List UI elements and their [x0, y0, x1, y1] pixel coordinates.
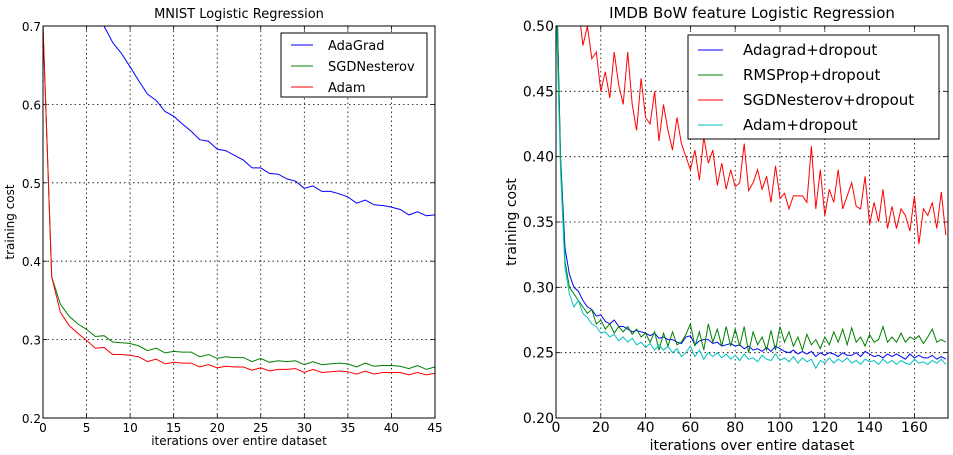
- x-tick-label: 120: [811, 420, 838, 436]
- legend-label: Adagrad+dropout: [743, 41, 877, 59]
- series-line-adagrad: [103, 26, 435, 217]
- legend-box: [280, 32, 428, 98]
- legend-box: [687, 34, 940, 140]
- x-tick-label: 35: [340, 421, 355, 435]
- y-tick-label: 0.25: [523, 346, 554, 362]
- x-tick-label: 20: [592, 420, 610, 436]
- legend: AdaGrad SGDNesterov Adam: [280, 32, 428, 98]
- legend-label: RMSProp+dropout: [743, 66, 881, 84]
- x-tick-label: 0: [39, 421, 47, 435]
- chart-2: 0 20 40 60 80 100 120 140 160 0.20 0.25 0.30 0.35 0.4…: [504, 4, 949, 454]
- legend-label: SGDNesterov+dropout: [743, 91, 914, 109]
- x-tick-label: 40: [637, 420, 655, 436]
- y-tick-label: 0.6: [22, 98, 41, 112]
- x-tick-label: 20: [210, 421, 225, 435]
- legend-label: SGDNesterov: [328, 60, 415, 75]
- plot-frame: [42, 25, 436, 419]
- chart-title: MNIST Logistic Regression: [154, 7, 324, 22]
- x-tick-label: 5: [83, 421, 91, 435]
- series-line-sgdnesterov: [43, 26, 435, 370]
- x-tick-label: 160: [901, 420, 928, 436]
- series-line-adam: [43, 26, 435, 376]
- y-tick-label: 0.7: [22, 20, 41, 34]
- x-tick-label: 15: [166, 421, 181, 435]
- y-tick-label: 0.45: [523, 84, 554, 100]
- series-line-rmsprop-dropout: [556, 26, 947, 353]
- series-line-sgdnesterov-dropout: [580, 26, 947, 245]
- legend-label: Adam+dropout: [743, 116, 858, 134]
- legend-label: AdaGrad: [328, 39, 385, 54]
- legend: Adagrad+dropout RMSProp+dropout SGDNestero…: [687, 34, 940, 140]
- x-tick-label: 100: [767, 420, 794, 436]
- y-tick-label: 0.20: [523, 411, 554, 427]
- x-tick-label: 10: [122, 421, 137, 435]
- x-axis-label: iterations over entire dataset: [151, 434, 327, 448]
- plot-frame: [555, 25, 949, 419]
- y-tick-label: 0.5: [22, 177, 41, 191]
- x-tick-label: 30: [297, 421, 312, 435]
- x-tick-label: 80: [726, 420, 744, 436]
- x-tick-label: 40: [384, 421, 399, 435]
- x-tick-label: 45: [427, 421, 442, 435]
- series-line-adagrad-dropout: [556, 26, 947, 360]
- y-tick-label: 0.30: [523, 280, 554, 296]
- y-axis-label: training cost: [3, 184, 17, 259]
- y-tick-label: 0.35: [523, 215, 554, 231]
- y-tick-label: 0.50: [523, 19, 554, 35]
- x-axis-label: iterations over entire dataset: [650, 438, 855, 454]
- chart-title: IMDB BoW feature Logistic Regression: [609, 4, 895, 22]
- y-axis-label: training cost: [504, 178, 520, 266]
- series-line-adam-dropout: [556, 26, 947, 370]
- x-tick-label: 25: [253, 421, 268, 435]
- chart-1: 0 5 10 15 20 25 30 35 40 45 0.2 0.3 0.4 0.5 0.6 0.7 MNIS…: [3, 7, 443, 448]
- y-tick-label: 0.4: [22, 255, 41, 269]
- x-tick-label: 0: [552, 420, 561, 436]
- y-tick-label: 0.2: [22, 412, 41, 426]
- legend-label: Adam: [328, 81, 366, 96]
- x-tick-label: 140: [856, 420, 883, 436]
- x-tick-label: 60: [681, 420, 699, 436]
- y-tick-label: 0.40: [523, 150, 554, 166]
- y-tick-label: 0.3: [22, 334, 41, 348]
